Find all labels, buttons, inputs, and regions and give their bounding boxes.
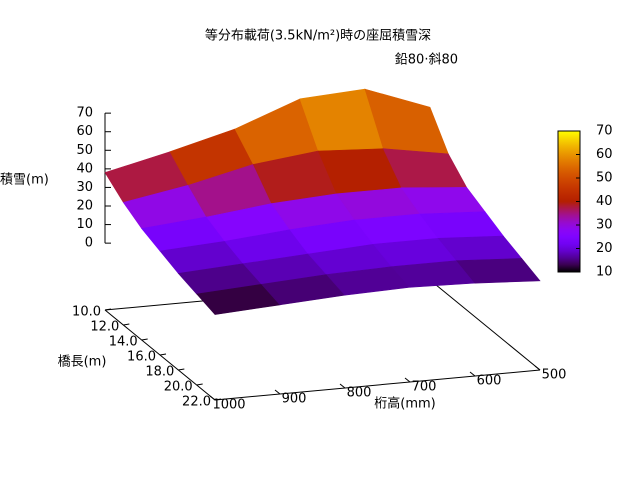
x-tick <box>534 365 541 371</box>
colorbar-tick-label: 50 <box>596 171 613 186</box>
colorbar-tick-label: 70 <box>596 124 613 139</box>
y-tick-label: 14.0 <box>109 335 138 350</box>
z-tick-label: 10 <box>76 217 93 232</box>
x-tick <box>209 395 216 401</box>
z-tick-label: 40 <box>76 161 93 176</box>
y-axis-label: 橋長(m) <box>58 355 107 370</box>
x-axis-label: 桁高(mm) <box>374 396 435 412</box>
y-tick <box>214 398 222 401</box>
y-tick-label: 16.0 <box>127 350 156 365</box>
y-tick <box>141 338 148 341</box>
x-tick <box>274 389 281 395</box>
colorbar-tick-label: 40 <box>596 194 613 209</box>
z-tick-label: 60 <box>76 124 93 139</box>
z-tick-label: 20 <box>76 199 93 214</box>
x-tick-label: 500 <box>542 368 567 383</box>
x-tick <box>469 371 476 377</box>
x-tick-label: 900 <box>282 392 307 407</box>
z-tick-label: 0 <box>85 236 93 251</box>
y-tick <box>159 353 167 356</box>
colorbar-tick-label: 30 <box>596 218 613 233</box>
base-edge <box>429 279 541 371</box>
chart-title: 等分布載荷(3.5kN/m²)時の座屈積雪深 <box>205 28 431 44</box>
z-tick-label: 70 <box>76 106 93 121</box>
chart-subtitle: 鉛80·斜80 <box>395 53 458 68</box>
surface-cell <box>456 258 541 284</box>
y-tick-label: 20.0 <box>164 380 193 395</box>
y-tick-label: 22.0 <box>182 395 211 410</box>
x-tick <box>339 383 346 389</box>
x-tick <box>404 377 411 383</box>
x-tick-label: 800 <box>347 386 372 401</box>
x-tick-label: 700 <box>412 380 437 395</box>
y-tick <box>178 368 185 371</box>
base-edge <box>214 369 541 401</box>
y-tick-label: 12.0 <box>90 320 119 335</box>
z-tick-label: 30 <box>76 180 93 195</box>
y-tick <box>104 308 112 311</box>
y-tick-label: 18.0 <box>145 365 174 380</box>
y-tick <box>123 323 130 326</box>
x-tick-label: 600 <box>477 374 502 389</box>
y-tick-label: 10.0 <box>72 305 101 320</box>
x-tick-label: 1000 <box>212 398 245 413</box>
y-tick <box>196 383 203 386</box>
z-tick-label: 50 <box>76 143 93 158</box>
colorbar-tick-label: 60 <box>596 147 613 162</box>
z-axis-label: 積雪(m) <box>0 173 49 188</box>
colorbar-tick-label: 20 <box>596 241 613 256</box>
colorbar-tick-label: 10 <box>596 265 613 280</box>
